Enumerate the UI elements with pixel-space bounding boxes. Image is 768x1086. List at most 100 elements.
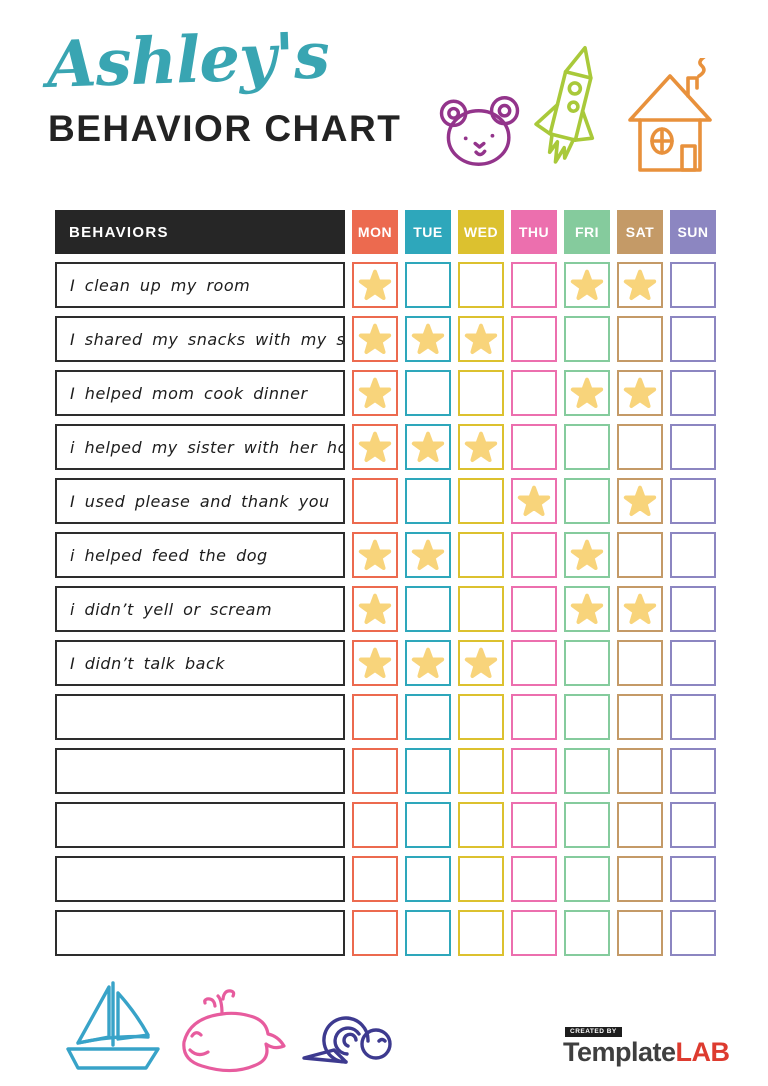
cell-row2-wed[interactable] [458, 316, 504, 362]
cell-row9-sun[interactable] [670, 694, 716, 740]
cell-row2-mon[interactable] [352, 316, 398, 362]
cell-row1-tue[interactable] [405, 262, 451, 308]
cell-row5-sun[interactable] [670, 478, 716, 524]
cell-row10-thu[interactable] [511, 748, 557, 794]
cell-row1-wed[interactable] [458, 262, 504, 308]
created-by-badge: CREATED BY [565, 1026, 622, 1037]
cell-row1-thu[interactable] [511, 262, 557, 308]
cell-row8-sat[interactable] [617, 640, 663, 686]
cell-row5-fri[interactable] [564, 478, 610, 524]
cell-row2-tue[interactable] [405, 316, 451, 362]
cell-row8-mon[interactable] [352, 640, 398, 686]
star-icon [358, 539, 392, 570]
cell-row8-fri[interactable] [564, 640, 610, 686]
behavior-label-row-12 [55, 856, 345, 902]
cell-row4-thu[interactable] [511, 424, 557, 470]
cell-row6-tue[interactable] [405, 532, 451, 578]
cell-row1-sun[interactable] [670, 262, 716, 308]
cell-row10-sun[interactable] [670, 748, 716, 794]
cell-row7-fri[interactable] [564, 586, 610, 632]
cell-row12-wed[interactable] [458, 856, 504, 902]
cell-row7-wed[interactable] [458, 586, 504, 632]
cell-row6-sat[interactable] [617, 532, 663, 578]
cell-row10-mon[interactable] [352, 748, 398, 794]
cell-row7-thu[interactable] [511, 586, 557, 632]
cell-row2-thu[interactable] [511, 316, 557, 362]
cell-row4-wed[interactable] [458, 424, 504, 470]
cell-row5-thu[interactable] [511, 478, 557, 524]
cell-row1-fri[interactable] [564, 262, 610, 308]
cell-row9-fri[interactable] [564, 694, 610, 740]
cell-row11-fri[interactable] [564, 802, 610, 848]
cell-row10-wed[interactable] [458, 748, 504, 794]
cell-row9-mon[interactable] [352, 694, 398, 740]
cell-row11-sat[interactable] [617, 802, 663, 848]
cell-row13-wed[interactable] [458, 910, 504, 956]
cell-row11-sun[interactable] [670, 802, 716, 848]
cell-row13-mon[interactable] [352, 910, 398, 956]
cell-row2-sun[interactable] [670, 316, 716, 362]
cell-row12-fri[interactable] [564, 856, 610, 902]
cell-row9-sat[interactable] [617, 694, 663, 740]
cell-row9-tue[interactable] [405, 694, 451, 740]
star-icon [358, 593, 392, 624]
star-icon [358, 269, 392, 300]
cell-row12-sun[interactable] [670, 856, 716, 902]
cell-row8-thu[interactable] [511, 640, 557, 686]
cell-row10-tue[interactable] [405, 748, 451, 794]
cell-row4-fri[interactable] [564, 424, 610, 470]
cell-row3-thu[interactable] [511, 370, 557, 416]
cell-row2-sat[interactable] [617, 316, 663, 362]
cell-row3-wed[interactable] [458, 370, 504, 416]
cell-row9-wed[interactable] [458, 694, 504, 740]
cell-row6-sun[interactable] [670, 532, 716, 578]
cell-row13-fri[interactable] [564, 910, 610, 956]
cell-row12-tue[interactable] [405, 856, 451, 902]
cell-row7-sat[interactable] [617, 586, 663, 632]
cell-row3-sun[interactable] [670, 370, 716, 416]
cell-row10-fri[interactable] [564, 748, 610, 794]
cell-row3-tue[interactable] [405, 370, 451, 416]
cell-row6-wed[interactable] [458, 532, 504, 578]
cell-row9-thu[interactable] [511, 694, 557, 740]
cell-row1-sat[interactable] [617, 262, 663, 308]
cell-row11-mon[interactable] [352, 802, 398, 848]
cell-row13-tue[interactable] [405, 910, 451, 956]
cell-row8-wed[interactable] [458, 640, 504, 686]
cell-row5-wed[interactable] [458, 478, 504, 524]
star-icon [358, 377, 392, 408]
behavior-label-row-4: i helped my sister with her homework [55, 424, 345, 470]
cell-row8-tue[interactable] [405, 640, 451, 686]
cell-row4-sun[interactable] [670, 424, 716, 470]
cell-row4-mon[interactable] [352, 424, 398, 470]
cell-row4-sat[interactable] [617, 424, 663, 470]
cell-row7-mon[interactable] [352, 586, 398, 632]
cell-row5-mon[interactable] [352, 478, 398, 524]
cell-row13-sat[interactable] [617, 910, 663, 956]
cell-row11-wed[interactable] [458, 802, 504, 848]
cell-row3-mon[interactable] [352, 370, 398, 416]
cell-row3-fri[interactable] [564, 370, 610, 416]
cell-row12-thu[interactable] [511, 856, 557, 902]
cell-row2-fri[interactable] [564, 316, 610, 362]
cell-row5-sat[interactable] [617, 478, 663, 524]
templatelab-logo: CREATED BY TemplateLAB [563, 1020, 733, 1066]
cell-row6-mon[interactable] [352, 532, 398, 578]
cell-row1-mon[interactable] [352, 262, 398, 308]
cell-row11-tue[interactable] [405, 802, 451, 848]
cell-row10-sat[interactable] [617, 748, 663, 794]
cell-row7-tue[interactable] [405, 586, 451, 632]
cell-row6-thu[interactable] [511, 532, 557, 578]
cell-row5-tue[interactable] [405, 478, 451, 524]
cell-row11-thu[interactable] [511, 802, 557, 848]
cell-row12-sat[interactable] [617, 856, 663, 902]
cell-row7-sun[interactable] [670, 586, 716, 632]
cell-row13-sun[interactable] [670, 910, 716, 956]
cell-row6-fri[interactable] [564, 532, 610, 578]
cell-row12-mon[interactable] [352, 856, 398, 902]
cell-row8-sun[interactable] [670, 640, 716, 686]
cell-row3-sat[interactable] [617, 370, 663, 416]
cell-row4-tue[interactable] [405, 424, 451, 470]
star-icon [623, 485, 657, 516]
cell-row13-thu[interactable] [511, 910, 557, 956]
